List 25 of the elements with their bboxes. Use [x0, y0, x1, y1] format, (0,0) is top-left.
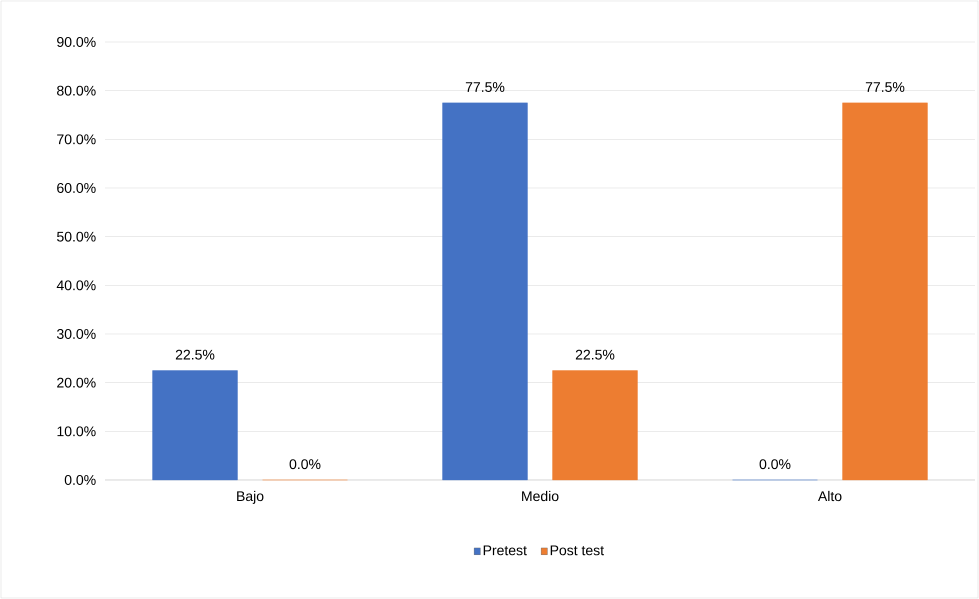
y-tick-label: 40.0% — [56, 280, 96, 290]
legend-label: Pretest — [484, 546, 527, 556]
y-tick-label: 50.0% — [57, 232, 96, 242]
data-label: 77.5% — [466, 82, 504, 92]
data-label: 22.5% — [176, 350, 214, 360]
x-tick-label: Medio — [522, 490, 558, 502]
bar — [442, 102, 528, 480]
y-tick-label: 30.0% — [56, 329, 96, 339]
y-tick-label: 80.0% — [57, 86, 96, 96]
data-label: 0.0% — [760, 459, 790, 470]
x-tick-label: Bajo — [237, 490, 264, 504]
y-tick-label: 10.0% — [58, 426, 96, 436]
y-tick-label: 0.0% — [64, 475, 96, 485]
y-tick-label: 90.0% — [57, 37, 96, 47]
legend-label: Post test — [550, 546, 604, 556]
bar — [552, 370, 638, 480]
y-tick-label: 60.0% — [57, 183, 96, 193]
bar — [152, 370, 238, 480]
data-label: 22.5% — [576, 350, 614, 360]
bar — [842, 102, 928, 480]
x-tick-label: Alto — [818, 490, 842, 502]
data-label: 77.5% — [866, 82, 904, 92]
y-tick-label: 70.0% — [57, 134, 96, 144]
y-tick-label: 20.0% — [57, 378, 96, 388]
data-label: 0.0% — [290, 459, 320, 470]
